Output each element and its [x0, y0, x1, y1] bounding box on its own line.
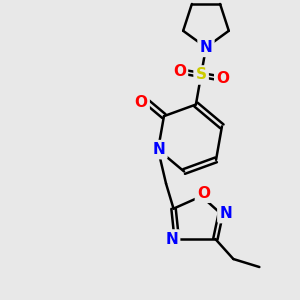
Text: S: S [196, 68, 207, 82]
Text: O: O [173, 64, 186, 79]
Text: N: N [153, 142, 165, 157]
Text: O: O [216, 71, 229, 86]
Text: N: N [165, 232, 178, 247]
Text: N: N [219, 206, 232, 221]
Text: N: N [200, 40, 212, 55]
Text: O: O [135, 94, 148, 110]
Text: O: O [197, 186, 210, 201]
